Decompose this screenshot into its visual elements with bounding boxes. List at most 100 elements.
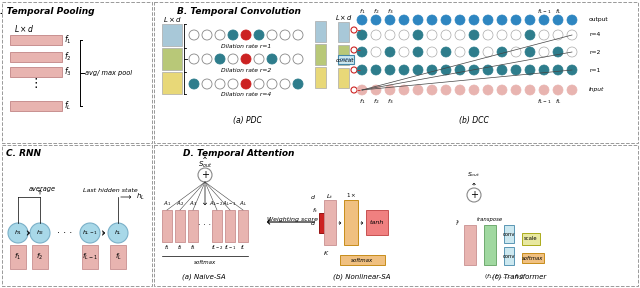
Circle shape: [267, 79, 277, 89]
Text: $h_1$: $h_1$: [14, 229, 22, 237]
Text: $h_L$: $h_L$: [136, 192, 145, 202]
Circle shape: [427, 85, 437, 95]
Bar: [504, 225, 514, 243]
Circle shape: [8, 223, 28, 243]
Text: $f_1$: $f_1$: [358, 98, 365, 107]
Bar: [212, 210, 222, 242]
Circle shape: [511, 15, 521, 25]
Circle shape: [357, 30, 367, 40]
Bar: [338, 45, 349, 65]
Circle shape: [497, 30, 507, 40]
Circle shape: [567, 85, 577, 95]
Text: $h_{L-1}$: $h_{L-1}$: [82, 229, 98, 237]
Text: $f_1$: $f_1$: [358, 7, 365, 16]
Circle shape: [441, 30, 451, 40]
Circle shape: [228, 30, 238, 40]
Bar: [10, 67, 62, 77]
Text: Weighting score: Weighting score: [267, 217, 318, 223]
Circle shape: [267, 30, 277, 40]
Text: $f_2$: $f_2$: [177, 244, 183, 253]
Text: (b) Nonlinear-SA: (b) Nonlinear-SA: [333, 274, 391, 280]
Circle shape: [511, 30, 521, 40]
Circle shape: [567, 30, 577, 40]
Bar: [338, 22, 349, 42]
Circle shape: [351, 27, 357, 33]
Text: scale: scale: [524, 236, 538, 242]
Circle shape: [441, 47, 451, 57]
Circle shape: [108, 223, 128, 243]
Text: $f_1$: $f_1$: [64, 34, 72, 46]
Circle shape: [385, 15, 395, 25]
Text: $A_2$: $A_2$: [176, 200, 184, 209]
Circle shape: [371, 65, 381, 75]
Text: $(f_1, f_2, ..., f_{L_t})$: $(f_1, f_2, ..., f_{L_t})$: [484, 272, 524, 282]
Bar: [162, 48, 182, 70]
Text: $f_2$: $f_2$: [372, 98, 380, 107]
Circle shape: [30, 223, 50, 243]
Circle shape: [189, 30, 199, 40]
Text: $f_3$: $f_3$: [387, 98, 394, 107]
Circle shape: [483, 85, 493, 95]
Circle shape: [399, 65, 409, 75]
Text: $d$: $d$: [310, 193, 316, 201]
Text: $f_L$: $f_L$: [555, 98, 561, 107]
Bar: [338, 55, 354, 64]
Bar: [10, 245, 26, 269]
Text: average: average: [28, 186, 56, 192]
Bar: [32, 245, 48, 269]
Text: $1 \times$: $1 \times$: [346, 191, 356, 199]
Circle shape: [455, 30, 465, 40]
Text: concat: concat: [335, 58, 354, 62]
Circle shape: [497, 85, 507, 95]
Circle shape: [567, 15, 577, 25]
Text: $f_3$: $f_3$: [387, 7, 394, 16]
Bar: [366, 210, 388, 235]
Circle shape: [413, 30, 423, 40]
Bar: [504, 247, 514, 265]
Bar: [162, 72, 182, 94]
Text: (a) PDC: (a) PDC: [232, 115, 261, 124]
Circle shape: [357, 15, 367, 25]
Circle shape: [483, 30, 493, 40]
Bar: [225, 210, 235, 242]
Text: $f_1$: $f_1$: [15, 252, 22, 262]
Text: +: +: [470, 190, 478, 200]
Circle shape: [357, 85, 367, 95]
Text: conv: conv: [339, 57, 353, 62]
Bar: [238, 210, 248, 242]
Text: Dilation rate r=2: Dilation rate r=2: [221, 67, 271, 73]
Circle shape: [553, 85, 563, 95]
Bar: [464, 225, 476, 265]
Circle shape: [280, 30, 290, 40]
Circle shape: [385, 30, 395, 40]
Circle shape: [399, 30, 409, 40]
Bar: [162, 210, 172, 242]
Text: Dilation rate r=1: Dilation rate r=1: [221, 43, 271, 48]
Circle shape: [455, 15, 465, 25]
Circle shape: [525, 85, 535, 95]
Circle shape: [567, 47, 577, 57]
Circle shape: [357, 47, 367, 57]
Circle shape: [455, 47, 465, 57]
Text: $f_{L-1}$: $f_{L-1}$: [82, 252, 98, 262]
Circle shape: [455, 85, 465, 95]
Bar: [2, 2, 152, 143]
Circle shape: [241, 79, 251, 89]
Circle shape: [228, 79, 238, 89]
Circle shape: [539, 47, 549, 57]
Circle shape: [351, 47, 357, 53]
Circle shape: [553, 47, 563, 57]
Circle shape: [441, 85, 451, 95]
Circle shape: [371, 47, 381, 57]
Text: $f_{L-1}$: $f_{L-1}$: [537, 7, 551, 16]
Text: · · ·: · · ·: [58, 228, 72, 238]
Text: $f_L$: $f_L$: [555, 7, 561, 16]
Circle shape: [525, 30, 535, 40]
Circle shape: [351, 67, 357, 73]
Text: B. Temporal Convolution: B. Temporal Convolution: [177, 7, 301, 16]
Bar: [324, 200, 336, 245]
Text: $L \times d$: $L \times d$: [13, 22, 35, 33]
Circle shape: [469, 47, 479, 57]
Bar: [319, 213, 327, 233]
Bar: [522, 253, 544, 263]
